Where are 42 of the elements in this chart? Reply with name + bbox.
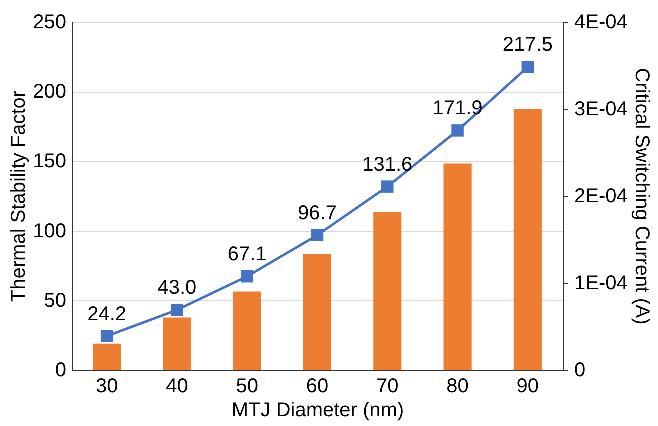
y2-axis-title: Critical Switching Current (A) [630,68,653,325]
y2-tick-label: 2E-04 [574,186,628,208]
y-tick-label: 0 [55,360,66,382]
y-axis-title: Thermal Stability Factor [8,90,30,302]
bar [233,292,262,370]
x-axis-title: MTJ Diameter (nm) [232,400,404,422]
bar [444,164,472,370]
bar [303,254,332,370]
point [452,124,464,137]
bar [163,318,192,370]
data-label: 43.0 [158,277,197,300]
x-tick-label: 60 [306,376,329,398]
y2-tick-label: 0 [574,360,586,382]
y2-tick-label: 4E-04 [574,12,628,34]
y2-tick-label: 3E-04 [574,98,628,120]
x-tick-label: 40 [166,376,188,398]
data-label: 24.2 [88,303,127,326]
x-tick-label: 80 [446,376,469,398]
y2-tick-label: 1E-04 [574,272,628,294]
data-label: 67.1 [228,244,267,266]
x-tick-label: 70 [376,376,399,398]
data-label: 131.6 [362,154,413,176]
point [522,61,534,74]
bar [374,212,402,370]
point [382,180,394,193]
point [171,304,184,316]
point [100,330,114,342]
data-label: 96.7 [298,202,337,224]
y-tick-label: 200 [33,81,66,104]
y-tick-label: 50 [44,290,66,312]
bar [93,344,122,370]
point [241,270,254,283]
y-tick-label: 150 [33,150,66,173]
x-tick-label: 30 [96,376,118,398]
y-tick-label: 250 [33,12,66,34]
data-label: 217.5 [502,34,553,56]
x-tick-label: 90 [516,376,540,398]
x-tick-label: 50 [236,376,258,398]
bar [514,109,542,370]
point [311,229,324,242]
data-label: 171.9 [432,98,483,120]
y-tick-label: 100 [33,220,66,242]
